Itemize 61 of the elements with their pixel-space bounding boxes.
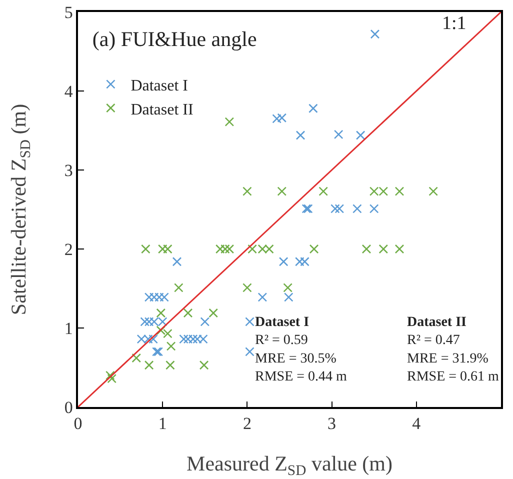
x-tick-label: 2 xyxy=(242,414,252,434)
point xyxy=(242,186,252,196)
point xyxy=(245,317,254,326)
annotation: Dataset II R² = 0.47 MRE = 31.9% RMSE = 0.61 m xyxy=(407,315,500,385)
point xyxy=(144,360,154,370)
y-tick-label: 2 xyxy=(64,240,73,259)
point xyxy=(394,186,404,196)
point xyxy=(156,308,166,318)
point xyxy=(334,130,344,140)
point xyxy=(224,117,234,126)
point xyxy=(369,204,379,214)
point xyxy=(166,342,176,351)
point xyxy=(258,292,268,302)
point xyxy=(428,186,438,196)
point xyxy=(141,244,150,254)
point xyxy=(163,328,172,338)
x-axis-title: Measured Z$_{SD}$ value (m) xyxy=(186,452,392,479)
point xyxy=(283,283,292,292)
point xyxy=(308,104,318,114)
point xyxy=(200,317,210,326)
point xyxy=(245,347,254,356)
y-tick-label: 4 xyxy=(64,82,74,101)
point xyxy=(284,292,294,302)
point xyxy=(330,204,340,214)
x-tick-label: 3 xyxy=(328,414,336,434)
point xyxy=(208,308,218,318)
text: (a) FUI&Hue angle xyxy=(92,26,257,51)
legend-label: Dataset I xyxy=(130,77,188,94)
y-tick-label: 5 xyxy=(64,2,73,22)
legend-label: Dataset II xyxy=(130,101,194,118)
point xyxy=(172,256,182,266)
y-tick-label: 3 xyxy=(64,160,73,180)
series-label: 1:1 xyxy=(442,13,466,34)
point xyxy=(106,370,115,380)
point xyxy=(362,244,372,254)
point xyxy=(309,244,319,254)
point xyxy=(132,353,142,363)
point xyxy=(278,256,288,266)
point xyxy=(370,29,380,39)
y-tick-label: 0 xyxy=(64,398,73,417)
point xyxy=(183,308,193,318)
point xyxy=(378,244,388,254)
point xyxy=(199,360,209,370)
point xyxy=(154,347,164,356)
point xyxy=(166,360,175,370)
point xyxy=(318,186,328,196)
x-tick-label: 1 xyxy=(158,414,167,434)
point xyxy=(156,326,166,336)
x-tick-label: 4 xyxy=(412,414,422,434)
point xyxy=(356,130,366,140)
point xyxy=(296,130,306,140)
point xyxy=(352,204,362,214)
point xyxy=(277,186,287,196)
point xyxy=(152,347,162,356)
point xyxy=(394,244,404,254)
point xyxy=(174,283,184,292)
point xyxy=(107,374,116,384)
point xyxy=(242,283,252,292)
y-tick-label: 1 xyxy=(64,318,73,338)
annotation: Dataset I R² = 0.59 MRE = 30.5% RMSE = 0.44 m xyxy=(255,315,348,385)
point xyxy=(334,204,344,214)
